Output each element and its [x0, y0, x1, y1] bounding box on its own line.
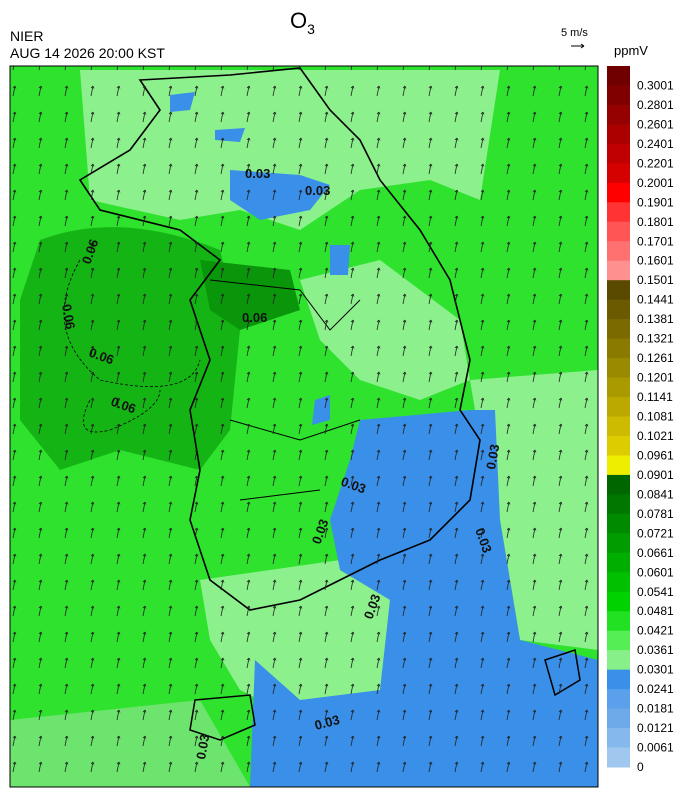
colorbar-label: 0.0061	[637, 741, 674, 755]
colorbar-swatch	[607, 611, 630, 632]
colorbar-label: 0.1261	[637, 351, 674, 365]
colorbar-swatch	[607, 124, 630, 145]
colorbar-swatch	[607, 280, 630, 301]
unit: ppmV	[614, 43, 648, 58]
colorbar-label: 0.1901	[637, 195, 674, 209]
colorbar-swatch	[607, 630, 630, 651]
colorbar-label: 0.0601	[637, 565, 674, 579]
colorbar-label: 0.0721	[637, 526, 674, 540]
colorbar-label: 0.2801	[637, 98, 674, 112]
map-frame	[9, 65, 599, 788]
colorbar: 0.3001 0.2801 0.2601 0.2401 0.2201 0.2001 0.19…	[607, 66, 674, 774]
colorbar-swatch	[607, 260, 630, 281]
colorbar-label: 0.1701	[637, 234, 674, 248]
colorbar-label: 0	[637, 760, 644, 774]
datetime: AUG 14 2026 20:00 KST	[10, 45, 165, 61]
colorbar-swatch	[607, 552, 630, 573]
colorbar-label: 0.1801	[637, 215, 674, 229]
colorbar-swatch	[607, 728, 630, 749]
colorbar-swatch	[607, 338, 630, 359]
colorbar-swatch	[607, 358, 630, 379]
colorbar-label: 0.1081	[637, 410, 674, 424]
colorbar-swatch	[607, 747, 630, 768]
colorbar-label: 0.1321	[637, 332, 674, 346]
colorbar-swatch	[607, 241, 630, 262]
colorbar-label: 0.1501	[637, 273, 674, 287]
colorbar-swatch	[607, 66, 630, 86]
colorbar-swatch	[607, 377, 630, 398]
colorbar-swatch	[607, 319, 630, 340]
colorbar-label: 0.0301	[637, 663, 674, 677]
colorbar-label: 0.0781	[637, 507, 674, 521]
colorbar-swatch	[607, 474, 630, 495]
wind-scale-arrowhead	[580, 43, 585, 49]
colorbar-swatch	[607, 533, 630, 554]
colorbar-label: 0.2601	[637, 117, 674, 131]
agency: NIER	[10, 28, 43, 44]
colorbar-swatch	[607, 708, 630, 729]
colorbar-swatch	[607, 104, 630, 125]
contour-label: 0.06	[242, 310, 267, 325]
wind-scale-label: 5 m/s	[561, 27, 588, 39]
colorbar-swatch	[607, 85, 630, 106]
colorbar-label: 0.1021	[637, 429, 674, 443]
colorbar-label: 0.0541	[637, 585, 674, 599]
contour-label: 0.03	[245, 166, 270, 181]
contour-label: 0.03	[193, 733, 212, 761]
colorbar-label: 0.0181	[637, 702, 674, 716]
title: O3	[290, 8, 315, 37]
colorbar-label: 0.2401	[637, 137, 674, 151]
colorbar-swatch	[607, 299, 630, 320]
colorbar-swatch	[607, 163, 630, 184]
colorbar-swatch	[607, 182, 630, 203]
colorbar-label: 0.1141	[637, 390, 673, 404]
colorbar-swatch	[607, 397, 630, 417]
contour-label: 0.03	[313, 712, 341, 733]
colorbar-swatch	[607, 689, 630, 710]
colorbar-swatch	[607, 669, 630, 690]
contour-label: 0.03	[305, 183, 330, 198]
contour-label: 0.06	[59, 303, 78, 331]
colorbar-label: 0.0121	[637, 721, 674, 735]
colorbar-label: 0.1441	[637, 293, 674, 307]
map: 0.03 0.03 0.06 0.06 0.06 0.06 0.06 0.03 …	[10, 66, 598, 787]
colorbar-swatch	[607, 416, 630, 437]
colorbar-swatch	[607, 572, 630, 593]
colorbar-label: 0.0961	[637, 448, 674, 462]
colorbar-label: 0.0361	[637, 643, 674, 657]
colorbar-swatch	[607, 455, 630, 476]
wind-vectors	[10, 66, 598, 787]
colorbar-swatch	[607, 494, 630, 515]
colorbar-swatch	[607, 143, 630, 164]
colorbar-label: 0.1201	[637, 371, 674, 385]
colorbar-swatch	[607, 435, 630, 456]
colorbar-label: 0.3001	[637, 78, 674, 92]
colorbar-label: 0.0481	[637, 604, 674, 618]
contour-label: 0.03	[483, 443, 502, 471]
colorbar-label: 0.1381	[637, 312, 674, 326]
colorbar-label: 0.0901	[637, 468, 674, 482]
colorbar-label: 0.1601	[637, 254, 674, 268]
colorbar-swatch	[607, 221, 630, 242]
colorbar-swatch	[607, 591, 630, 612]
colorbar-swatch	[607, 513, 630, 534]
colorbar-label: 0.0841	[637, 487, 674, 501]
colorbar-label: 0.0421	[637, 624, 674, 638]
colorbar-label: 0.2201	[637, 156, 674, 170]
colorbar-label: 0.0661	[637, 546, 674, 560]
colorbar-label: 0.2001	[637, 176, 674, 190]
colorbar-label: 0.0241	[637, 682, 674, 696]
colorbar-swatch	[607, 650, 630, 671]
colorbar-swatch	[607, 202, 630, 223]
